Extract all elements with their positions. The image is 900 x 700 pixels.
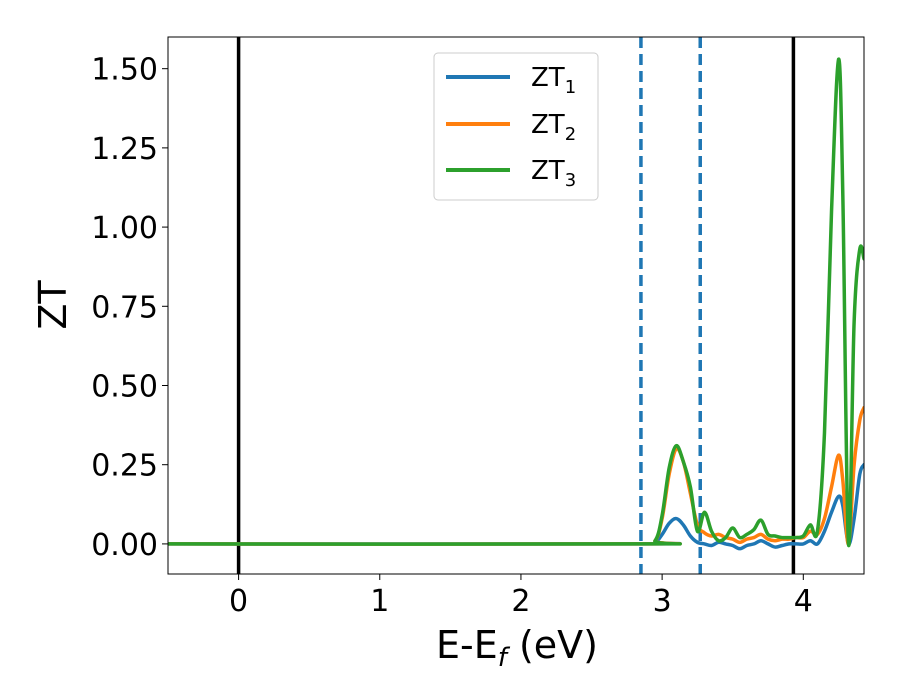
y-tick-label: 1.50 (91, 53, 158, 88)
x-tick-label: 4 (794, 584, 813, 619)
legend-box (433, 52, 599, 201)
x-axis-ticks: 0 1 2 3 4 (229, 574, 813, 619)
plot-frame (167, 36, 865, 575)
y-tick-label: 0.25 (91, 449, 158, 484)
y-tick-label: 0.00 (91, 528, 158, 563)
series-line-zt2 (168, 405, 864, 546)
x-tick-label: 2 (511, 584, 530, 619)
x-tick-label: 3 (653, 584, 672, 619)
series-line-zt1 (168, 462, 864, 551)
plot-area (167, 36, 865, 575)
x-axis-label: E-Ef (eV) (436, 623, 598, 673)
series-group (168, 57, 864, 551)
legend: ZT1 ZT2 ZT3 (433, 52, 599, 201)
y-tick-label: 1.00 (91, 211, 158, 246)
x-tick-label: 0 (229, 584, 248, 619)
legend-entry-zt3: ZT3 (446, 156, 576, 191)
x-tick-label: 1 (370, 584, 389, 619)
y-axis-label: ZT (31, 280, 75, 330)
legend-entry-zt1: ZT1 (446, 63, 576, 98)
series-line-zt3 (168, 57, 864, 548)
legend-label-zt3: ZT3 (531, 156, 576, 191)
legend-label-zt2: ZT2 (531, 110, 576, 145)
y-tick-label: 0.75 (91, 290, 158, 325)
y-tick-label: 1.25 (91, 132, 158, 167)
y-axis-ticks: 0.00 0.25 0.50 0.75 1.00 1.25 1.50 (91, 53, 168, 563)
legend-label-zt1: ZT1 (531, 63, 576, 98)
y-tick-label: 0.50 (91, 369, 158, 404)
legend-entry-zt2: ZT2 (446, 110, 576, 145)
